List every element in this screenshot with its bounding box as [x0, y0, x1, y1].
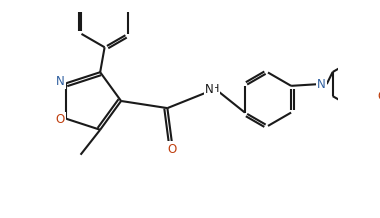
- Text: O: O: [167, 143, 176, 156]
- Text: O: O: [55, 113, 65, 126]
- Text: N: N: [56, 75, 65, 88]
- Text: O: O: [378, 90, 380, 103]
- Text: N: N: [205, 83, 214, 96]
- Text: H: H: [211, 84, 219, 94]
- Text: N: N: [317, 78, 326, 90]
